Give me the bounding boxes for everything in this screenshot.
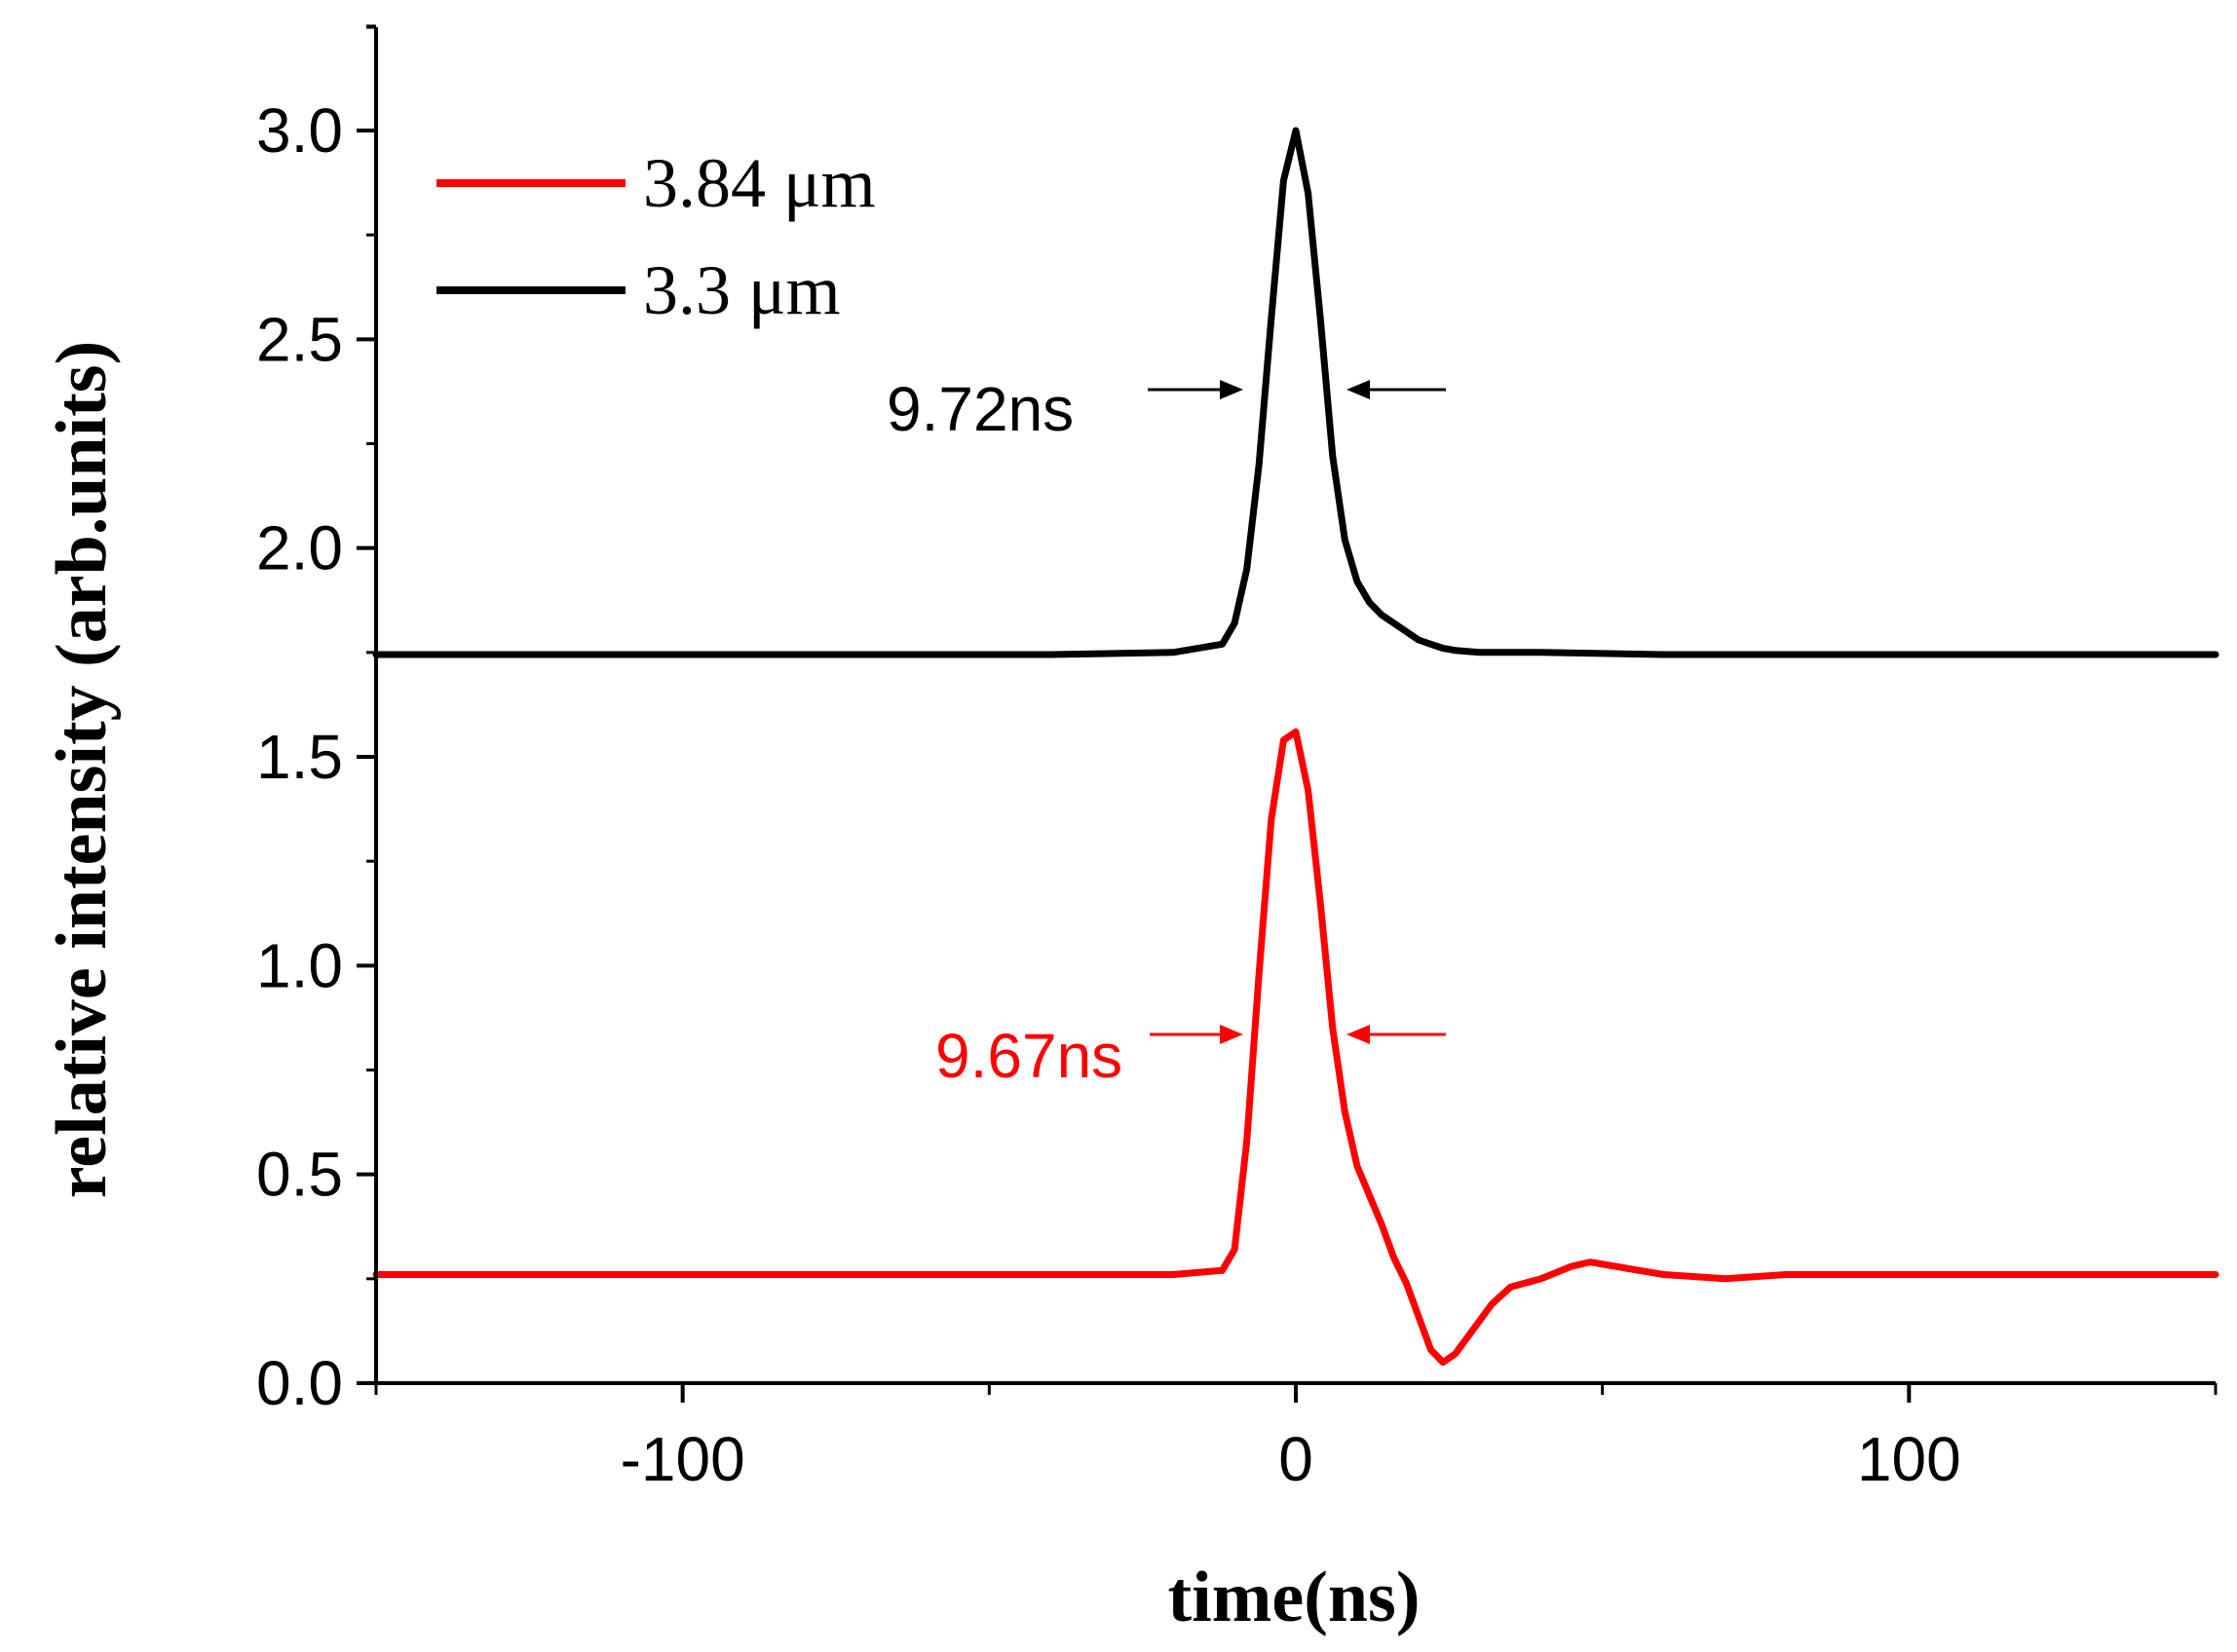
y-tick-label: 0.0 xyxy=(256,1348,343,1418)
series-line-1 xyxy=(372,728,2219,1367)
y-tick-label: 3.0 xyxy=(256,95,343,166)
y-axis-title: relative intensity (arb.units) xyxy=(42,341,122,1198)
x-tick-label: 0 xyxy=(1278,1424,1313,1494)
x-tick-label: 100 xyxy=(1857,1424,1961,1494)
fwhm-arrowhead-right-red xyxy=(1346,1025,1370,1044)
y-tick-label: 1.5 xyxy=(256,722,343,792)
y-tick-label: 0.5 xyxy=(256,1140,343,1210)
y-tick-label: 2.0 xyxy=(256,513,343,583)
fwhm-annotation-red: 9.67ns xyxy=(935,1021,1446,1091)
axis-ticks: 0.0 0.5 1.0 1.5 2.0 2.5 3.0 -100 0 100 xyxy=(256,24,2218,1494)
fwhm-arrowhead-right-black xyxy=(1346,380,1370,399)
fwhm-annotation-black: 9.72ns xyxy=(887,374,1446,444)
legend-label-series-2: 3.3 μm xyxy=(643,251,841,329)
legend: 3.84 μm 3.3 μm xyxy=(436,144,876,329)
fwhm-label-red: 9.67ns xyxy=(935,1021,1122,1091)
y-tick-label: 1.0 xyxy=(256,930,343,1000)
series-layer xyxy=(372,127,2219,1367)
fwhm-label-black: 9.72ns xyxy=(887,374,1074,444)
legend-label-series-1: 3.84 μm xyxy=(643,144,876,222)
series-line-2 xyxy=(372,127,2219,658)
y-tick-label: 2.5 xyxy=(256,304,343,374)
x-tick-label: -100 xyxy=(621,1424,745,1494)
x-axis-title: time(ns) xyxy=(1168,1558,1421,1637)
fwhm-arrowhead-left-black xyxy=(1220,380,1243,399)
fwhm-arrowhead-left-red xyxy=(1220,1025,1243,1044)
